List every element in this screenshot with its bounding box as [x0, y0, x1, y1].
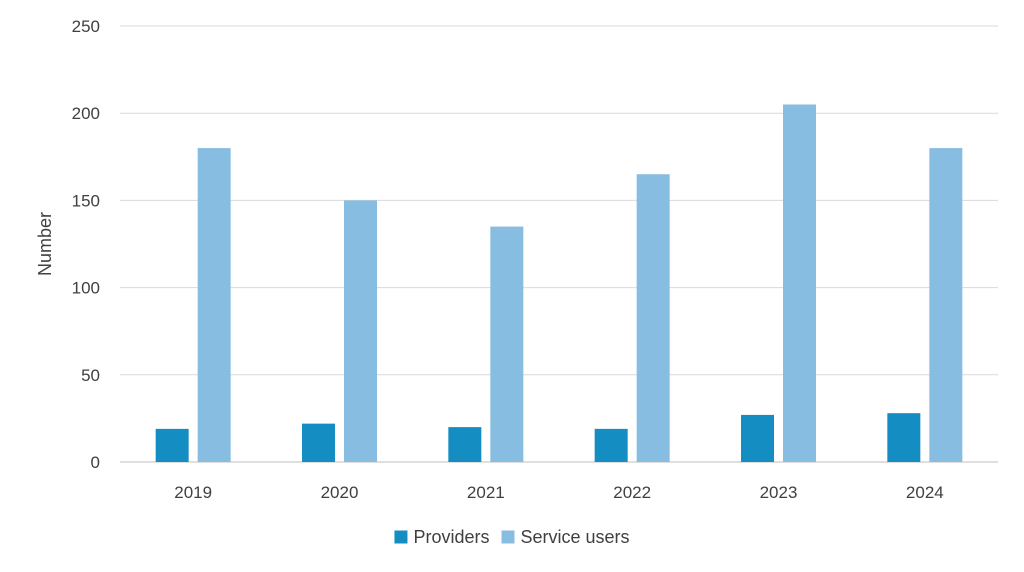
x-tick-label: 2019 — [174, 483, 212, 502]
legend-label: Providers — [413, 527, 489, 547]
y-tick-label: 250 — [72, 17, 100, 36]
bar-service-users-2024 — [929, 148, 963, 462]
y-tick-label: 0 — [91, 453, 100, 472]
y-axis-title: Number — [35, 212, 55, 276]
bar-providers-2020 — [302, 423, 335, 462]
x-tick-label: 2020 — [321, 483, 359, 502]
legend-label: Service users — [520, 527, 629, 547]
y-axis-ticks: 0 50 100 150 200 250 — [72, 17, 100, 472]
legend: Providers Service users — [394, 527, 630, 547]
legend-swatch-providers — [394, 530, 408, 544]
bar-service-users-2019 — [197, 148, 231, 462]
bar-providers-2021 — [448, 427, 482, 462]
y-tick-label: 150 — [72, 191, 100, 210]
y-tick-label: 50 — [81, 366, 100, 385]
bar-providers-2024 — [887, 413, 921, 462]
bar-providers-2023 — [741, 414, 774, 462]
y-tick-label: 100 — [72, 279, 100, 298]
x-tick-label: 2021 — [467, 483, 505, 502]
bars — [155, 104, 963, 463]
bar-service-users-2023 — [783, 104, 816, 462]
x-tick-label: 2023 — [760, 483, 798, 502]
x-tick-label: 2022 — [613, 483, 651, 502]
bar-service-users-2021 — [490, 226, 524, 462]
y-tick-label: 200 — [72, 104, 100, 123]
bar-providers-2019 — [155, 428, 189, 462]
bar-providers-2022 — [594, 428, 628, 462]
x-axis-ticks: 2019 2020 2021 2022 2023 2024 — [174, 483, 943, 502]
legend-swatch-service-users — [501, 530, 515, 544]
bar-service-users-2022 — [636, 174, 670, 463]
gridlines — [120, 25, 998, 463]
bar-service-users-2020 — [344, 200, 377, 462]
x-tick-label: 2024 — [906, 483, 944, 502]
